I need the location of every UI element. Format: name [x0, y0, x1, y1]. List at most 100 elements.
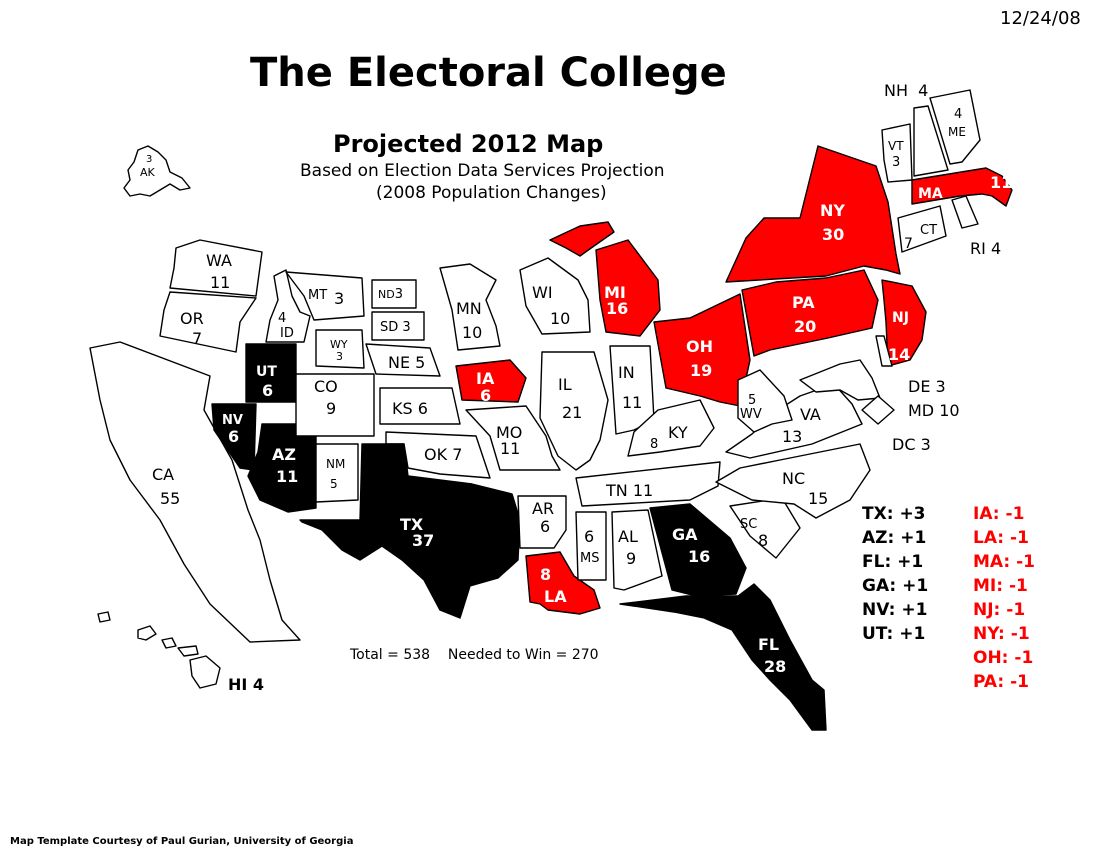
gain-item: GA: +1 — [862, 576, 929, 596]
loss-item: IA: -1 — [973, 504, 1025, 524]
loss-item: NY: -1 — [973, 624, 1030, 644]
state-abbr-me: ME — [948, 125, 966, 139]
state-label-de: DE 3 — [908, 377, 946, 396]
totals-line: Total = 538 Needed to Win = 270 — [350, 647, 599, 663]
state-shape-mi — [595, 239, 661, 337]
gain-item: FL: +1 — [862, 552, 924, 572]
total-votes: Total = 538 — [350, 647, 431, 663]
state-shape-wv — [737, 369, 793, 433]
state-abbr-nj: NJ — [892, 310, 909, 326]
state-abbr-nm: NM — [326, 457, 345, 471]
state-abbr-wa: WA — [206, 251, 232, 270]
state-shape-wa — [169, 239, 263, 297]
state-shape-dc — [861, 395, 895, 425]
state-votes-ma: 11 — [990, 173, 1012, 192]
gain-item: NV: +1 — [862, 600, 928, 620]
state-votes-nv: 6 — [228, 427, 239, 446]
state-votes-nj: 14 — [888, 345, 910, 364]
state-shape-me — [929, 89, 981, 165]
state-shape-nv — [211, 403, 257, 471]
state-votes-va: 13 — [782, 427, 802, 446]
state-shape-ky — [627, 399, 715, 457]
state-votes-fl: 28 — [764, 657, 786, 676]
state-abbr-ak: AK — [140, 166, 156, 179]
state-shape-mi-upper — [549, 221, 615, 257]
state-shape-ma — [911, 167, 1013, 207]
state-votes-wv: 5 — [748, 393, 756, 408]
state-votes-nc: 15 — [808, 489, 828, 508]
state-abbr-mo: MO — [496, 423, 522, 442]
state-votes-mi: 16 — [606, 299, 628, 318]
state-shape-ms — [575, 511, 607, 581]
state-label-nd: ND3 — [378, 287, 403, 302]
state-abbr-ct: CT — [920, 223, 937, 238]
loss-item: PA: -1 — [973, 672, 1029, 692]
state-shape-nm — [315, 443, 359, 503]
state-shape-wi — [519, 257, 591, 335]
state-shape-ri — [951, 195, 979, 229]
map-subtitle: Projected 2012 Map — [333, 130, 604, 158]
state-shape-hi — [97, 611, 221, 689]
state-abbr-ny: NY — [820, 201, 845, 220]
state-shapes — [89, 89, 1013, 731]
state-votes-wa: 11 — [210, 273, 230, 292]
map-title: The Electoral College — [250, 50, 727, 96]
state-abbr-ia: IA — [476, 369, 495, 388]
loss-item: LA: -1 — [973, 528, 1029, 548]
state-abbr-ky: KY — [668, 423, 688, 442]
state-abbr-tx: TX — [400, 515, 424, 534]
state-abbr-fl: FL — [758, 635, 779, 654]
state-shape-sd — [371, 311, 425, 341]
state-shape-tx — [299, 443, 521, 619]
state-votes-az: 11 — [276, 467, 298, 486]
state-abbr-wi: WI — [532, 283, 553, 302]
state-votes-il: 21 — [562, 403, 582, 422]
state-votes-or: 7 — [192, 329, 202, 348]
state-votes-pa: 20 — [794, 317, 816, 336]
state-shape-ne — [365, 343, 441, 377]
state-shape-mo — [465, 405, 561, 471]
state-votes-co: 9 — [326, 399, 336, 418]
loss-item: MI: -1 — [973, 576, 1028, 596]
state-votes-mt: 3 — [334, 289, 344, 308]
state-shape-ar — [517, 495, 567, 549]
state-shape-de — [875, 335, 893, 367]
template-credit: Map Template Courtesy of Paul Gurian, Un… — [10, 836, 354, 847]
state-abbr-ar: AR — [532, 499, 554, 518]
state-label-dc: DC 3 — [892, 435, 931, 454]
state-shape-nd — [371, 279, 417, 309]
state-votes-ia: 6 — [480, 386, 491, 405]
state-shape-il — [539, 351, 609, 471]
state-label-sd: SD 3 — [380, 320, 411, 335]
state-abbr-mi: MI — [604, 283, 626, 302]
state-votes-ak: 3 — [146, 154, 152, 165]
state-abbr-al: AL — [618, 527, 638, 546]
state-shape-nj — [881, 279, 927, 367]
state-votes-ut: 6 — [262, 381, 273, 400]
state-votes-ky: 8 — [650, 437, 658, 452]
state-label-ri: RI 4 — [970, 239, 1001, 258]
state-shape-ca — [89, 341, 301, 643]
state-votes-wi: 10 — [550, 309, 570, 328]
state-votes-nm: 5 — [330, 477, 338, 491]
state-abbr-il: IL — [558, 375, 572, 394]
state-votes-tx: 37 — [412, 531, 434, 550]
state-shape-nh — [913, 105, 949, 177]
state-votes-ct: 7 — [904, 236, 913, 252]
state-shape-mt — [285, 271, 365, 321]
state-abbr-ga: GA — [672, 525, 698, 544]
state-label-nh: NH 4 — [884, 81, 928, 100]
state-shape-la — [525, 551, 601, 615]
state-abbr-in: IN — [618, 363, 635, 382]
state-shape-id — [265, 269, 311, 343]
state-shape-mn — [439, 263, 501, 351]
loss-item: MA: -1 — [973, 552, 1035, 572]
state-abbr-id: ID — [280, 326, 294, 341]
state-label-tn: TN 11 — [605, 481, 653, 500]
state-abbr-ca: CA — [152, 465, 174, 484]
state-shape-al — [611, 509, 663, 591]
state-shape-ak — [123, 145, 191, 197]
state-abbr-nc: NC — [782, 469, 805, 488]
